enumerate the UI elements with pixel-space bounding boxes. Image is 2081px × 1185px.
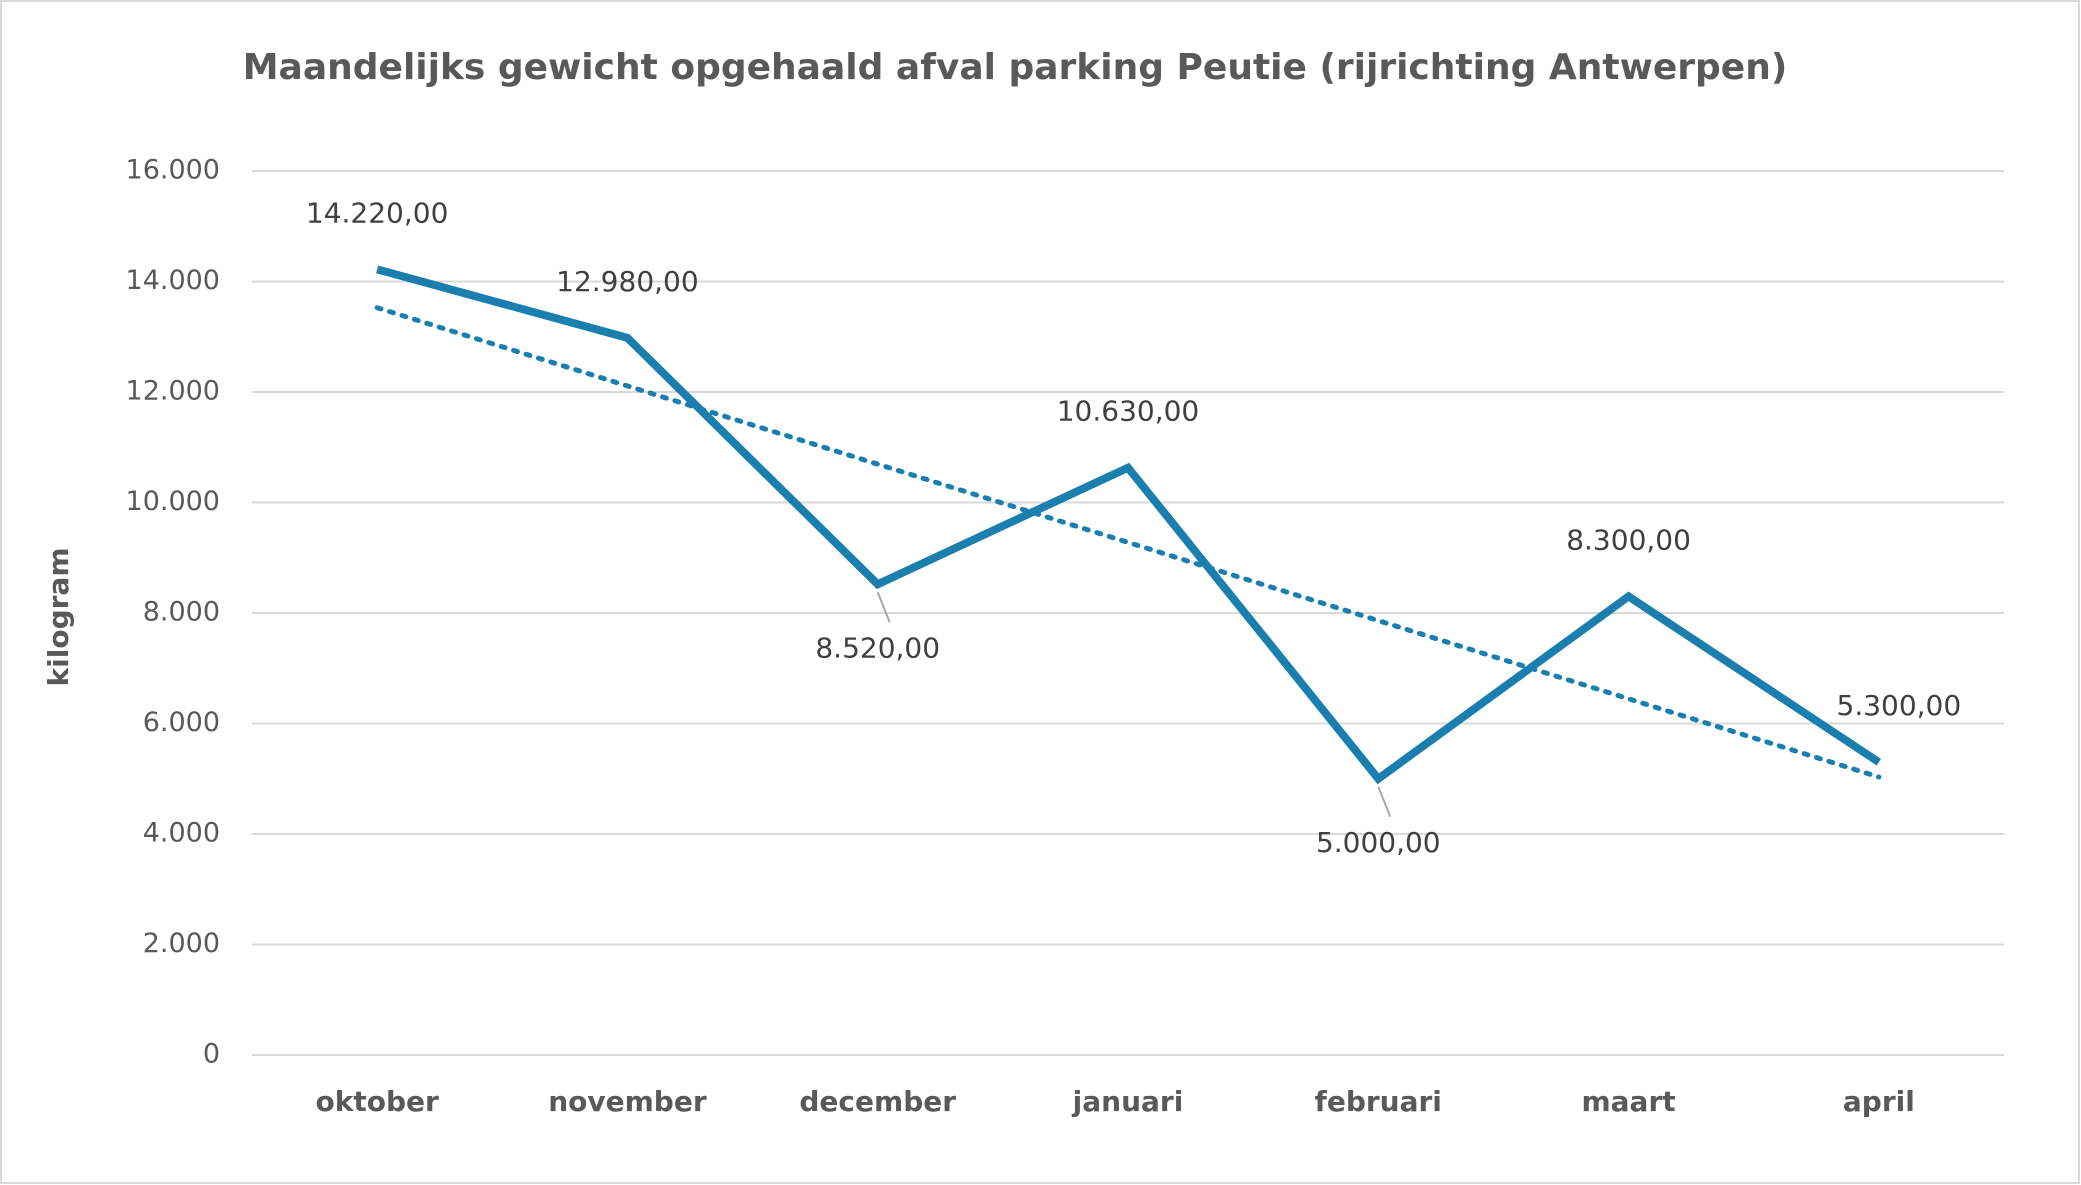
label-leader (876, 591, 891, 623)
data-line (376, 265, 1882, 785)
value-label: 8.520,00 (815, 631, 940, 664)
x-tick-label: november (548, 1085, 707, 1118)
y-tick-label: 0 (203, 1039, 220, 1070)
x-tick-label: december (799, 1085, 956, 1118)
chart-title: Maandelijks gewicht opgehaald afval park… (243, 47, 1788, 88)
y-tick-label: 6.000 (143, 707, 220, 738)
x-tick-label: oktober (315, 1085, 439, 1118)
y-tick-label: 12.000 (126, 376, 220, 407)
value-label: 10.630,00 (1057, 395, 1200, 428)
y-tick-label: 10.000 (126, 486, 220, 517)
value-label: 5.300,00 (1837, 689, 1962, 722)
y-tick-label: 16.000 (126, 155, 220, 186)
y-axis-label: kilogram (42, 548, 75, 687)
value-label: 12.980,00 (556, 265, 699, 298)
value-label: 8.300,00 (1566, 523, 1691, 556)
y-tick-label: 4.000 (143, 818, 220, 849)
trendline (374, 305, 1882, 780)
x-tick-label: maart (1581, 1085, 1675, 1118)
y-tick-label: 14.000 (126, 265, 220, 296)
label-leader (1377, 786, 1392, 818)
y-tick-label: 2.000 (143, 928, 220, 959)
value-label: 14.220,00 (306, 196, 449, 229)
x-tick-label: april (1843, 1085, 1915, 1118)
value-label: 5.000,00 (1316, 826, 1441, 859)
x-tick-label: februari (1315, 1085, 1442, 1118)
x-tick-label: januari (1072, 1085, 1184, 1118)
y-tick-label: 8.000 (143, 597, 220, 628)
